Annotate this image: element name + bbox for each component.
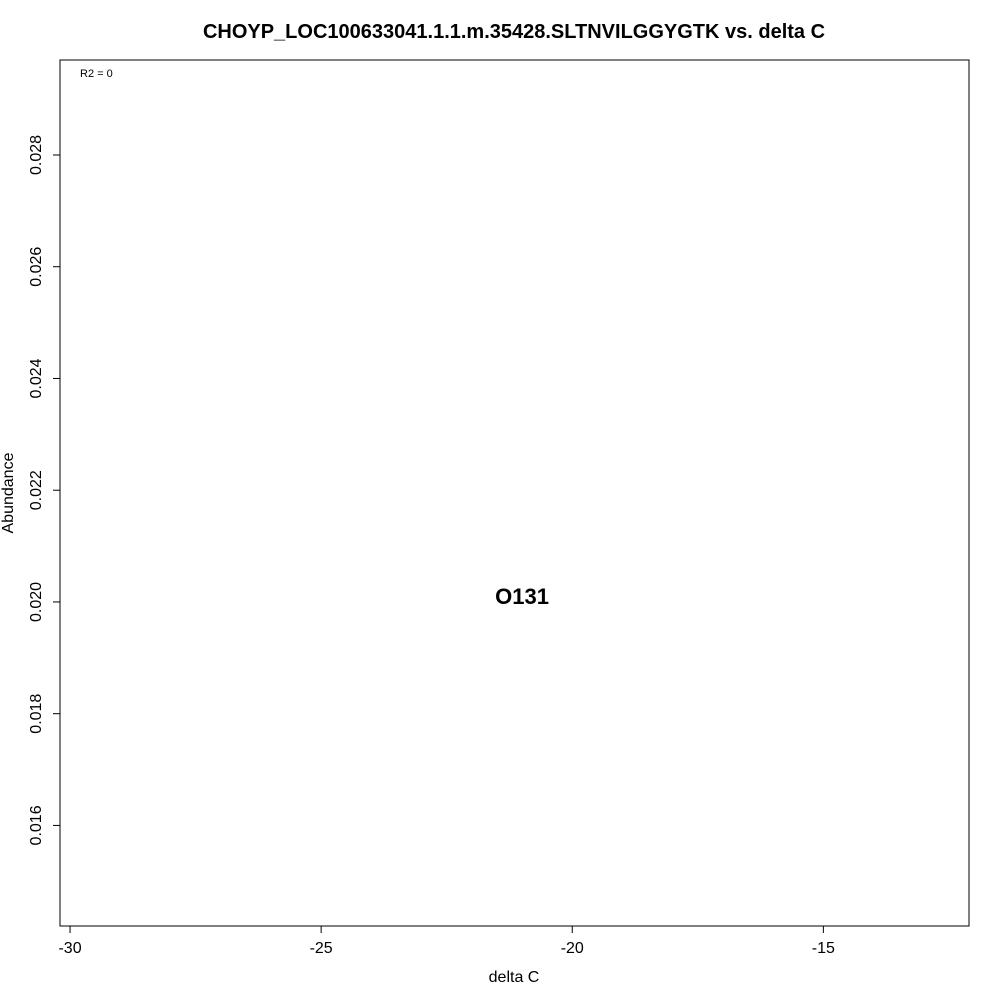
y-tick-label: 0.016 xyxy=(28,805,45,845)
y-tick-label: 0.026 xyxy=(28,247,45,287)
x-tick-label: -15 xyxy=(812,940,835,957)
y-axis-label: Abundance xyxy=(0,452,17,533)
x-tick-label: -20 xyxy=(561,940,584,957)
x-tick-label: -25 xyxy=(310,940,333,957)
y-tick-label: 0.024 xyxy=(28,358,45,398)
chart-title: CHOYP_LOC100633041.1.1.m.35428.SLTNVILGG… xyxy=(203,21,825,43)
data-points: O131 xyxy=(495,584,549,609)
x-axis-label: delta C xyxy=(489,969,540,986)
x-tick-label: -30 xyxy=(58,940,81,957)
y-axis: 0.016 0.018 0.020 0.022 0.024 0.026 0.028 xyxy=(28,135,60,845)
y-tick-label: 0.022 xyxy=(28,470,45,510)
y-tick-label: 0.018 xyxy=(28,694,45,734)
y-tick-label: 0.020 xyxy=(28,582,45,622)
y-tick-label: 0.028 xyxy=(28,135,45,175)
r-squared-annotation: R2 = 0 xyxy=(80,68,113,80)
data-point-label: O131 xyxy=(495,584,549,609)
plot-frame xyxy=(59,59,970,927)
x-axis: -30 -25 -20 -15 xyxy=(58,926,835,957)
